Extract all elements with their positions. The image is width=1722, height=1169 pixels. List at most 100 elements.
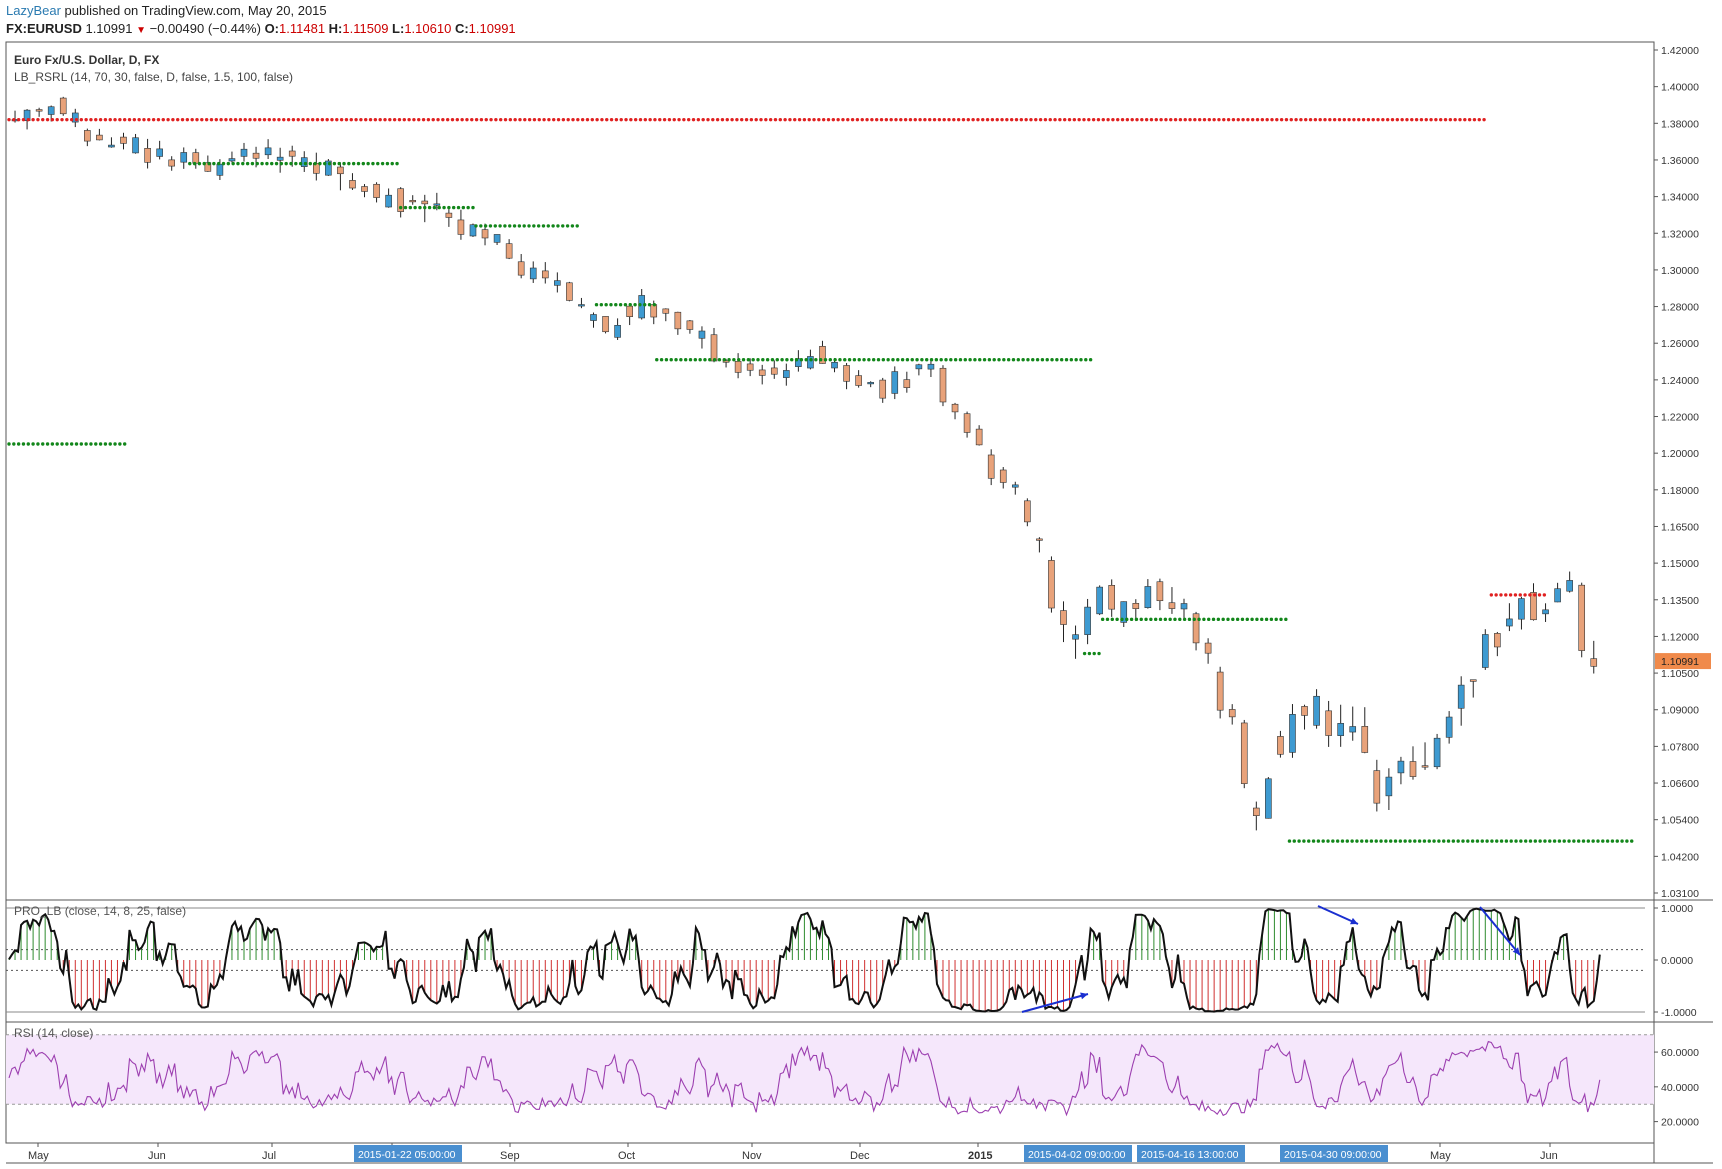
resistance-dot [1241,117,1245,122]
resistance-dot [595,117,599,122]
support-dot [1302,839,1306,843]
osc-tick-label: -1.0000 [1661,1007,1697,1019]
resistance-dot [913,117,917,122]
resistance-dot [952,117,956,122]
resistance-dot [537,117,541,122]
support-dot [1523,839,1528,843]
candle-body [385,194,392,208]
resistance-dot [1149,117,1154,122]
support-dot [89,442,93,446]
support-dot [413,205,417,210]
candle-body [1433,737,1441,768]
resistance-dot [1434,117,1438,122]
support-dot [192,161,197,166]
support-dot [992,358,996,362]
support-dot [1591,839,1595,843]
support-dot [1125,617,1129,622]
support-dot [241,161,245,166]
candle-body [1192,613,1200,644]
rsi-band [6,1034,1654,1105]
support-dot [1466,839,1470,843]
resistance-dot [291,117,296,122]
resistance-dot [69,117,74,122]
candle-body [843,365,850,382]
resistance-dot [836,117,840,122]
support-dot [1105,617,1110,622]
support-dot [1413,839,1417,843]
resistance-dot [571,117,575,122]
support-dot [785,358,789,362]
support-dot [1284,617,1288,622]
resistance-dot [344,117,349,122]
author-link[interactable]: LazyBear [6,3,61,18]
candle-body [517,261,525,276]
resistance-dot [686,117,691,122]
support-dot [1562,839,1566,843]
support-dot [751,358,755,362]
resistance-dot [1537,593,1542,597]
support-dot [1350,839,1354,843]
resistance-dot [1284,117,1289,122]
resistance-dot [1513,593,1518,597]
resistance-dot [98,117,103,122]
resistance-dot [190,117,194,122]
support-dot [737,358,741,362]
support-dot [570,224,575,228]
candle-body [1409,761,1417,777]
resistance-dot [961,117,966,122]
resistance-dot [1347,117,1351,122]
candle-body [1578,584,1586,651]
resistance-dot [436,117,440,122]
support-dot [804,358,808,362]
support-dot [978,358,982,362]
support-dot [891,358,895,362]
support-dot [949,358,953,362]
resistance-dot [1381,117,1385,122]
resistance-dot [860,117,864,122]
support-dot [1403,839,1407,843]
price-tick-label: 1.09000 [1661,705,1699,717]
resistance-dot [1528,593,1532,597]
support-dot [818,358,823,362]
support-dot [418,205,422,210]
support-dot [1552,839,1557,843]
resistance-dot [711,117,715,122]
open-value: 1.11481 [279,21,326,36]
resistance-dot [749,117,754,122]
candle-body [1337,723,1344,736]
support-dot [1538,839,1542,843]
candle-body [614,324,621,338]
support-dot [45,442,50,446]
resistance-dot [1289,117,1293,122]
support-dot [1398,839,1403,843]
support-dot [1082,651,1087,656]
support-dot [1100,617,1105,622]
candle-body [1421,765,1429,768]
support-dot [659,358,664,362]
resistance-dot [465,117,469,122]
support-dot [847,358,852,362]
support-dot [432,205,437,210]
support-dot [643,303,647,307]
support-dot [1084,358,1088,362]
resistance-dot [942,117,946,122]
support-dot [1586,839,1591,843]
resistance-dot [460,117,464,122]
support-dot [103,442,108,446]
resistance-dot [1477,117,1481,122]
support-dot [1475,839,1480,843]
date-tag [1280,1145,1388,1162]
support-dot [361,161,366,166]
price-tick-label: 1.06600 [1661,778,1699,790]
candle-body [276,156,284,161]
resistance-dot [1236,117,1240,122]
resistance-dot [1029,117,1033,122]
resistance-dot [392,117,397,122]
resistance-dot [701,117,705,122]
support-dot [1168,617,1172,622]
resistance-dot [151,117,156,122]
support-dot [366,161,370,166]
support-dot [1307,839,1311,843]
support-dot [274,161,279,166]
